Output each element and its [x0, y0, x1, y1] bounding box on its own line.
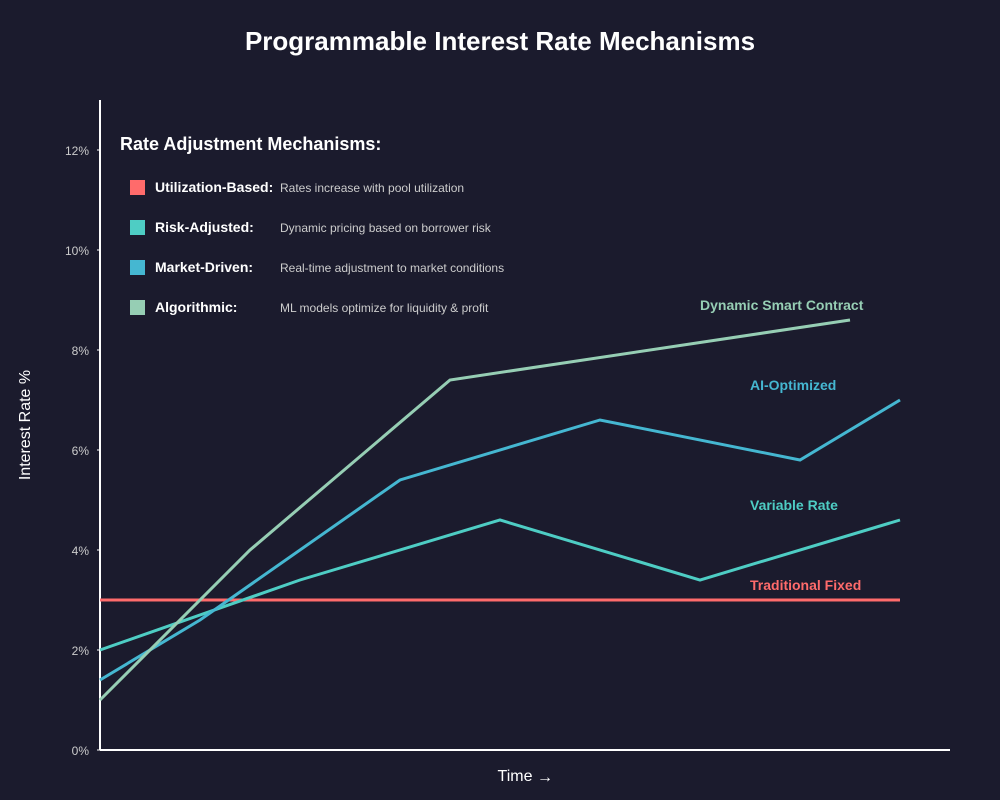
- y-tick-label: 10%: [65, 244, 89, 258]
- legend-item-label: Utilization-Based:: [155, 179, 273, 195]
- y-tick-label: 4%: [72, 544, 90, 558]
- y-axis-label: Interest Rate %: [17, 370, 34, 480]
- legend: Rate Adjustment Mechanisms: Utilization-B…: [120, 134, 504, 315]
- legend-item-desc: Real-time adjustment to market condition…: [280, 261, 504, 275]
- series-label-traditional-fixed: Traditional Fixed: [750, 577, 861, 593]
- legend-item-desc: ML models optimize for liquidity & profi…: [280, 301, 489, 315]
- legend-swatch: [130, 300, 145, 315]
- series-line-ai-optimized: [99, 398, 901, 682]
- axes: [99, 100, 950, 751]
- legend-item-label: Market-Driven:: [155, 259, 253, 275]
- y-tick-label: 2%: [72, 644, 90, 658]
- y-tick-label: 0%: [72, 744, 90, 758]
- x-axis-label: Time: [498, 768, 533, 785]
- y-tick-label: 12%: [65, 144, 89, 158]
- legend-item-desc: Dynamic pricing based on borrower risk: [280, 221, 492, 235]
- y-tick-label: 6%: [72, 444, 90, 458]
- series-line-variable-rate: [99, 518, 901, 652]
- legend-swatch: [130, 260, 145, 275]
- y-tick-label: 8%: [72, 344, 90, 358]
- y-axis-ticks: 0% 2% 4% 6% 8% 10% 12%: [65, 144, 100, 758]
- legend-swatch: [130, 220, 145, 235]
- legend-item-label: Risk-Adjusted:: [155, 219, 254, 235]
- series-line-dynamic-smart-contract: [98, 318, 851, 702]
- legend-item-desc: Rates increase with pool utilization: [280, 181, 464, 195]
- x-axis-arrow: →: [537, 769, 553, 786]
- legend-swatch: [130, 180, 145, 195]
- series-labels: Traditional Fixed Variable Rate AI-Optimiz…: [700, 297, 864, 593]
- series-label-dynamic-smart-contract: Dynamic Smart Contract: [700, 297, 864, 313]
- legend-item-label: Algorithmic:: [155, 299, 237, 315]
- chart-title: Programmable Interest Rate Mechanisms: [245, 26, 755, 56]
- legend-title: Rate Adjustment Mechanisms:: [120, 134, 381, 154]
- series-lines: [98, 318, 901, 702]
- series-label-ai-optimized: AI-Optimized: [750, 377, 836, 393]
- series-label-variable-rate: Variable Rate: [750, 497, 838, 513]
